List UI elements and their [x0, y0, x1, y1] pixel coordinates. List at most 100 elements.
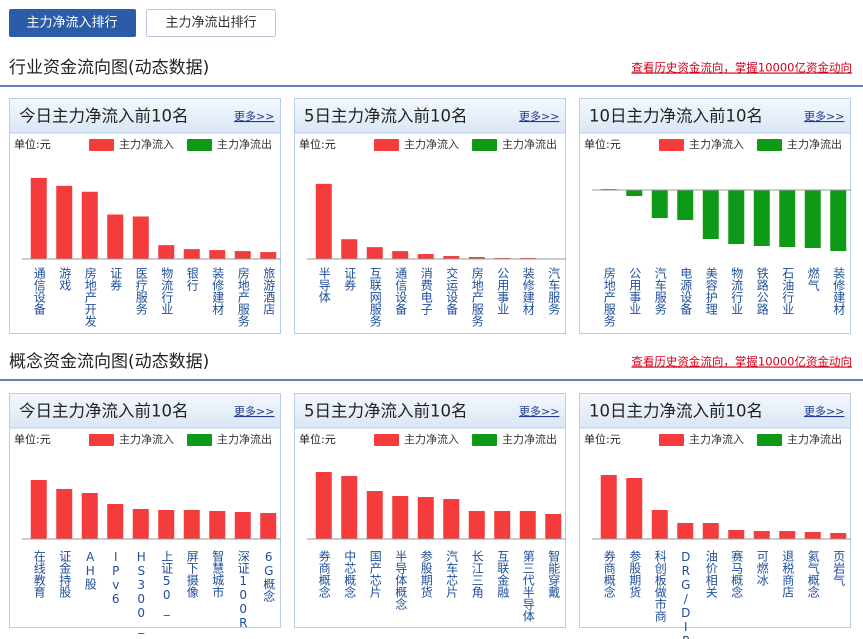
category-label: 券商概念 [602, 549, 616, 598]
more-link[interactable]: 更多>> [234, 404, 274, 418]
bar [417, 254, 434, 259]
category-label: 上证50_ [160, 550, 174, 616]
category-label: 物流行业 [160, 267, 174, 315]
legend-label: 主力净流出 [787, 137, 842, 151]
bar [30, 177, 47, 259]
bar [830, 533, 847, 539]
legend-label: 主力净流入 [119, 137, 174, 151]
bar [626, 190, 643, 196]
bar [545, 514, 562, 539]
legend-label: 主力净流出 [217, 137, 272, 151]
category-label: 燃气 [806, 266, 820, 291]
bar [81, 191, 98, 259]
category-label: 医疗服务 [134, 267, 148, 315]
bar [209, 250, 226, 259]
legend-label: 主力净流出 [787, 432, 842, 446]
legend-swatch [659, 434, 684, 446]
category-label: AH股 [83, 550, 97, 591]
more-link[interactable]: 更多>> [519, 404, 559, 418]
more-link[interactable]: 更多>> [804, 404, 844, 418]
bar [626, 478, 643, 539]
section-title: 行业资金流向图(动态数据) [9, 58, 209, 78]
bar [183, 510, 200, 539]
more-link[interactable]: 更多>> [234, 109, 274, 123]
bar [600, 475, 617, 539]
tab-inactive[interactable] [146, 9, 276, 37]
more-link[interactable]: 更多>> [519, 109, 559, 123]
category-label: 油价相关 [704, 550, 718, 598]
bar [519, 511, 536, 539]
category-label: 通信设备 [32, 267, 46, 316]
bar [341, 239, 358, 259]
category-label: 屏下摄像 [185, 550, 199, 598]
category-label: IPv6 [109, 550, 123, 606]
panel-title: 今日主力净流入前10名 [19, 107, 189, 126]
category-label: 互联金融 [496, 550, 510, 599]
history-link[interactable]: 查看历史资金流向，掌握10000亿资金动向 [631, 355, 852, 369]
tab-active[interactable] [9, 9, 136, 37]
bar [753, 531, 770, 539]
bar [209, 511, 226, 539]
category-label: 半导体概念 [394, 550, 408, 610]
panel [294, 98, 566, 334]
bar [728, 530, 745, 539]
legend-label: 主力净流入 [404, 137, 459, 151]
bar [183, 249, 200, 259]
bar [804, 532, 821, 539]
panel-header [10, 394, 280, 428]
category-label: 半导体 [317, 267, 331, 304]
category-label: 6G概念 [262, 550, 276, 602]
category-label: 银行 [185, 267, 199, 291]
bar [366, 247, 383, 259]
category-label: 装修建材 [521, 267, 535, 315]
bar [132, 509, 149, 539]
panel-header [10, 99, 280, 133]
tab[interactable]: 主力净流入排行 [26, 16, 117, 31]
legend-swatch [187, 434, 212, 446]
bar [107, 214, 124, 259]
panel-header [295, 99, 565, 133]
bar [315, 472, 332, 539]
category-label: 证券 [109, 267, 123, 291]
bar [830, 190, 847, 251]
category-label: 智慧城市 [211, 549, 225, 598]
legend-swatch [757, 434, 782, 446]
bar [443, 499, 460, 539]
category-label: 第三代半导体 [521, 550, 535, 623]
category-label: 消费电子 [419, 267, 433, 315]
category-label: 石油行业 [781, 267, 795, 315]
bar [366, 491, 383, 539]
bar [260, 252, 277, 259]
category-label: 汽车服务 [653, 266, 667, 315]
bar [753, 190, 770, 246]
legend-swatch [374, 139, 399, 151]
category-label: 可燃冰 [755, 550, 769, 586]
category-label: 页岩气 [832, 550, 846, 586]
category-label: 证金持股 [58, 550, 72, 599]
panel-title: 今日主力净流入前10名 [19, 402, 189, 421]
bar [315, 183, 332, 259]
legend-swatch [187, 139, 212, 151]
legend-swatch [472, 434, 497, 446]
category-label: 美容护理 [704, 267, 718, 315]
bar [468, 511, 485, 539]
panel [579, 393, 851, 628]
more-link[interactable]: 更多>> [804, 109, 844, 123]
category-label: 房地产服务 [602, 266, 616, 327]
tab[interactable]: 主力净流出排行 [165, 16, 256, 31]
legend-label: 主力净流出 [502, 137, 557, 151]
panel-title: 10日主力净流入前10名 [589, 107, 763, 126]
history-link[interactable]: 查看历史资金流向，掌握10000亿资金动向 [631, 61, 852, 75]
bar [417, 497, 434, 539]
bar [728, 190, 745, 244]
panel-header [580, 99, 850, 133]
section-title: 概念资金流向图(动态数据) [9, 351, 209, 372]
bar [81, 493, 98, 539]
panel-title: 5日主力净流入前10名 [304, 107, 468, 126]
legend-label: 主力净流出 [217, 432, 272, 446]
bar [494, 511, 511, 539]
category-label: 氦气概念 [806, 549, 820, 598]
bar [651, 510, 668, 539]
category-label: 汽车服务 [547, 266, 561, 315]
